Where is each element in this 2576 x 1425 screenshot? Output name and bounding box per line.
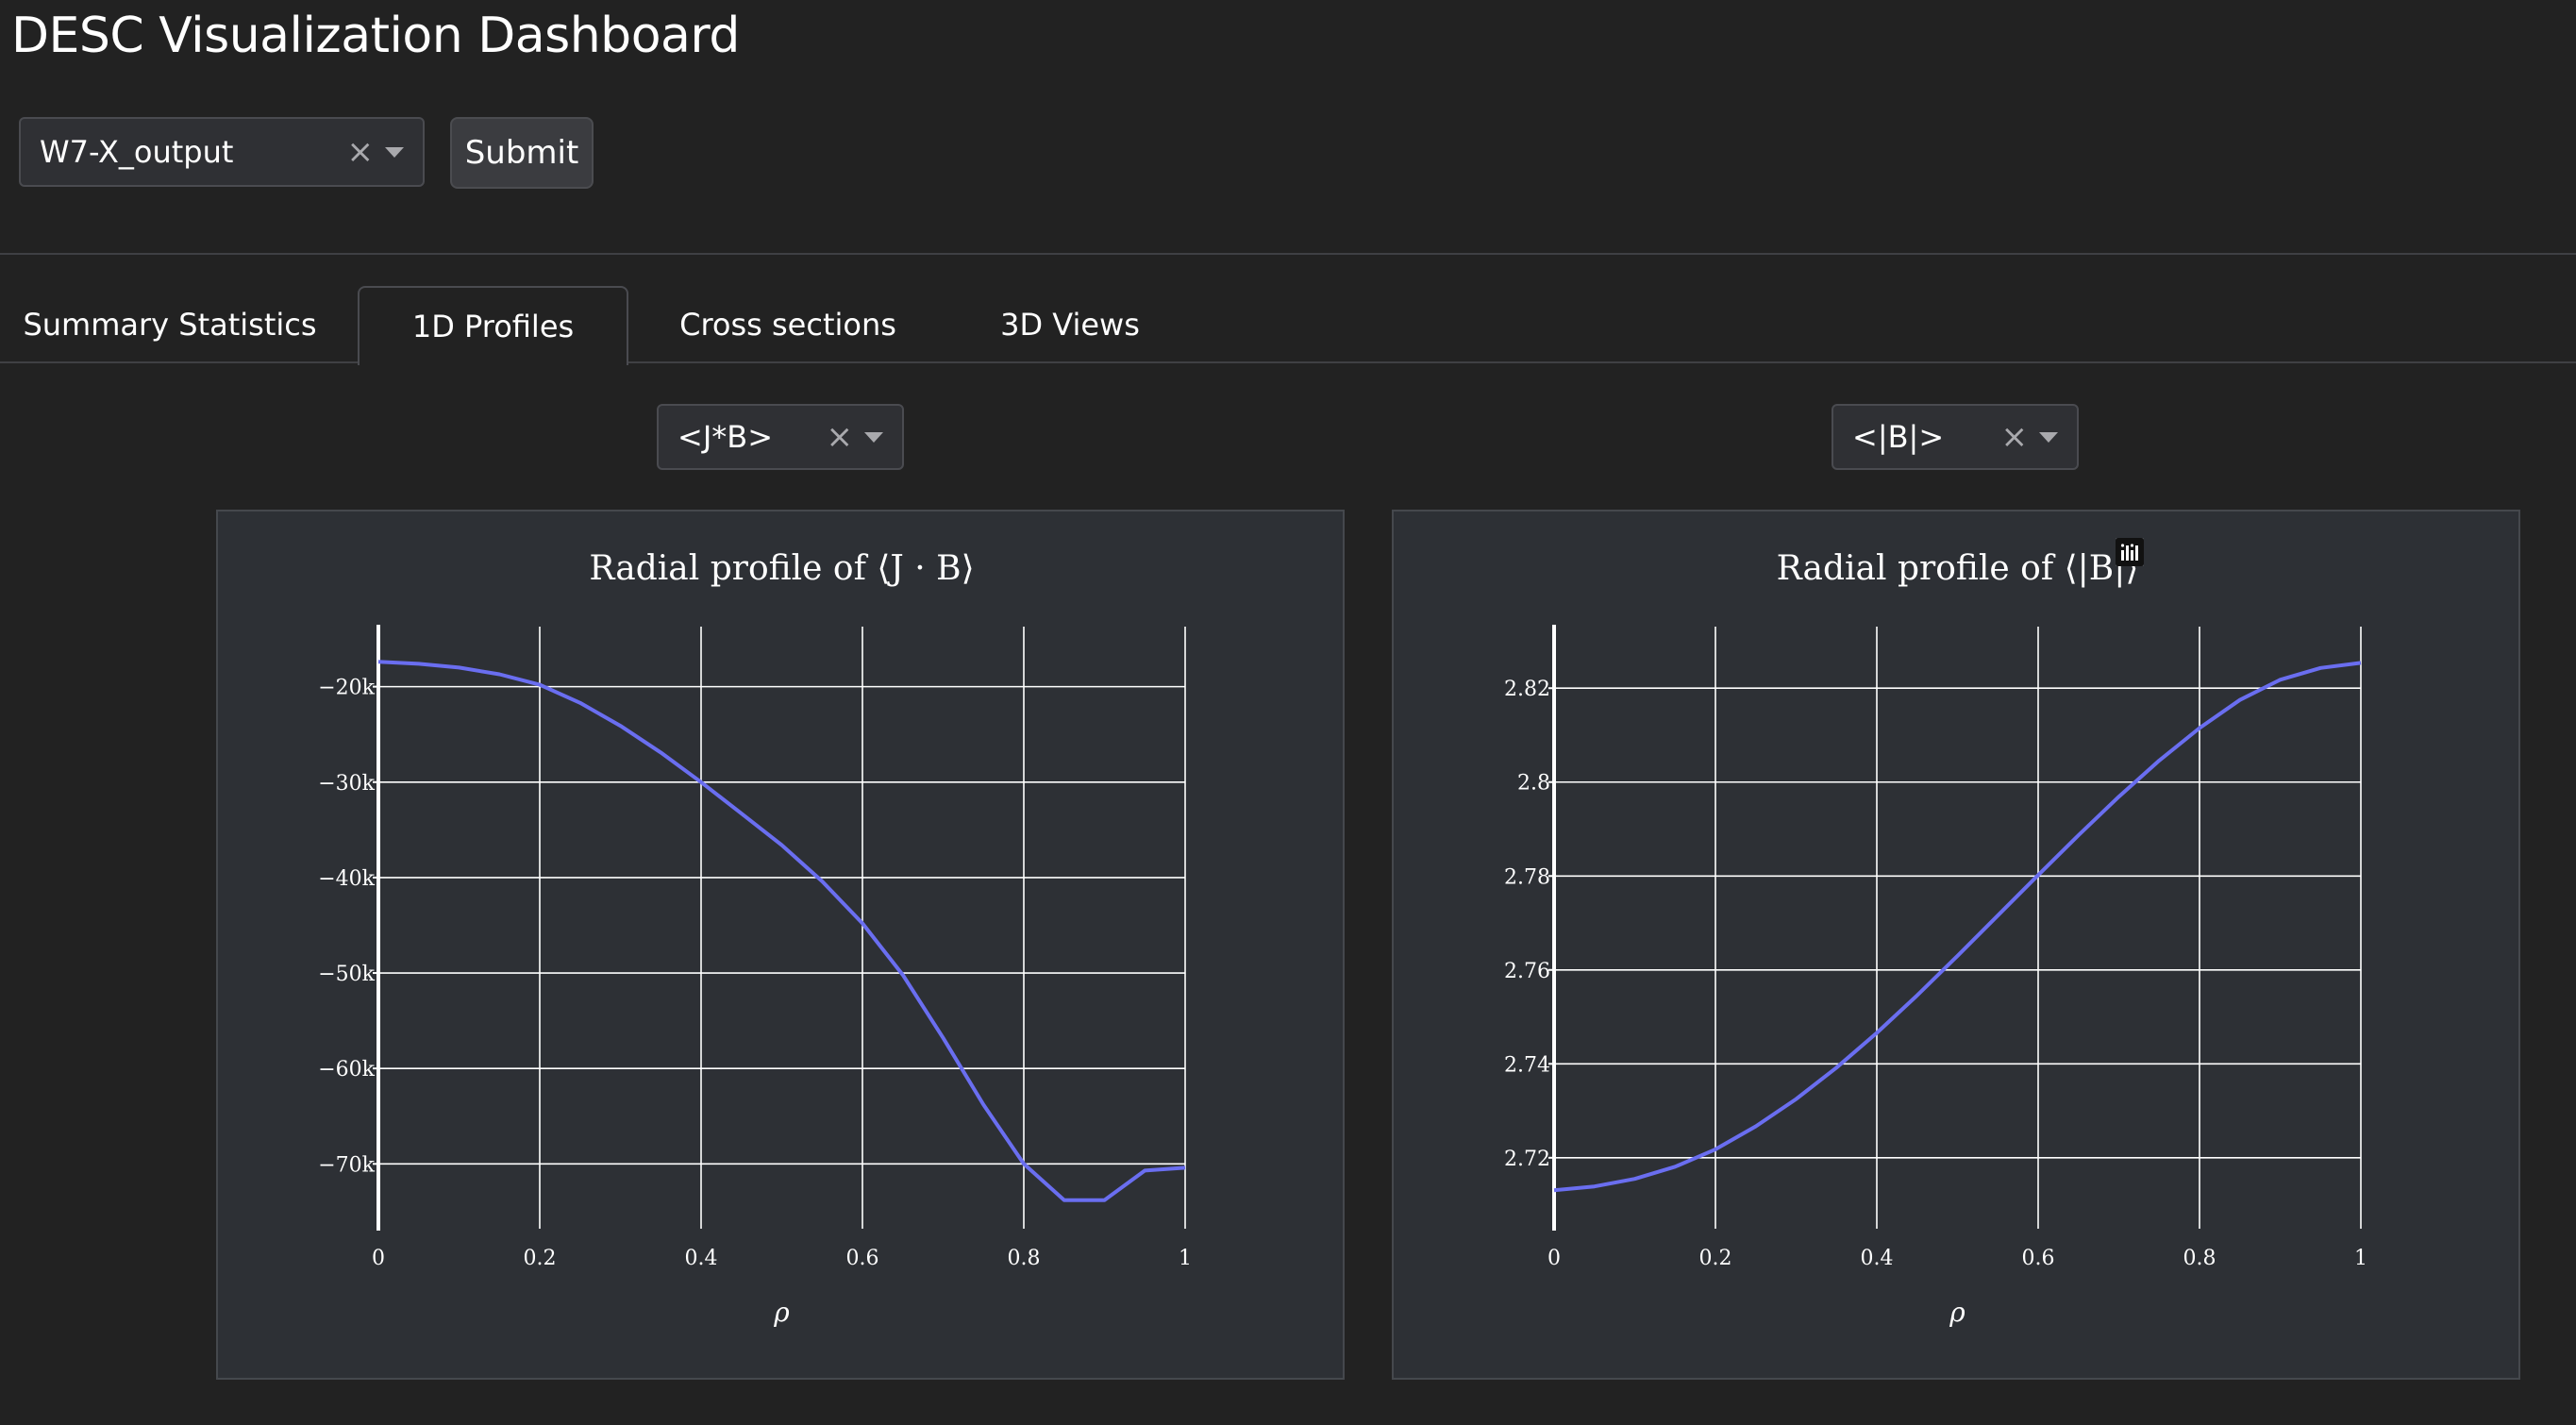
x-tick-label: 0.4 [685, 1247, 718, 1270]
y-tick-label: 2.8 [1517, 772, 1550, 796]
x-tick-label: 0.2 [1699, 1247, 1732, 1270]
reset-axes-icon[interactable] [2116, 538, 2446, 572]
jb-profile-chart[interactable]: Radial profile of ⟨J · B⟩ 0 0.2 0.4 0.6 0.8 1 −… [216, 510, 1345, 1380]
x-axis-label: ρ [1949, 1297, 1965, 1328]
x-tick-label: 0.6 [846, 1247, 879, 1270]
b-profile-plot[interactable]: Radial profile of ⟨|B|⟩ 0 0.2 0.4 0.6 0.8 1 2.7… [1394, 511, 2518, 1378]
x-tick-label: 0 [1547, 1247, 1561, 1270]
clear-icon[interactable]: × [2000, 418, 2029, 456]
tab-cross-sections[interactable]: Cross sections [679, 307, 896, 343]
chart-title: Radial profile of ⟨|B|⟩ [1777, 549, 2139, 588]
zoom-in-icon[interactable] [2116, 538, 2310, 572]
y-tick-label: 2.78 [1504, 865, 1550, 889]
left-quantity-value: <J*B> [677, 419, 774, 455]
clear-icon[interactable]: × [346, 133, 375, 171]
y-tick-label: −60k [318, 1058, 375, 1081]
y-tick-label: −70k [318, 1153, 375, 1177]
chevron-down-icon[interactable] [864, 431, 883, 443]
y-tick-label: 2.72 [1504, 1148, 1550, 1171]
x-tick-label: 0.8 [2183, 1247, 2216, 1270]
y-tick-label: 2.74 [1504, 1053, 1550, 1077]
series-line [377, 660, 1186, 1202]
plot-modebar [2116, 538, 2504, 572]
x-tick-label: 0 [372, 1247, 385, 1270]
plotly-logo-icon[interactable] [2116, 538, 2504, 572]
tab-1d-profiles[interactable]: 1D Profiles [358, 286, 628, 365]
page-title: DESC Visualization Dashboard [11, 8, 740, 64]
jb-profile-plot[interactable]: Radial profile of ⟨J · B⟩ 0 0.2 0.4 0.6 0.8 1 −… [218, 511, 1343, 1378]
header-divider [0, 253, 2576, 255]
chart-title: Radial profile of ⟨J · B⟩ [589, 549, 974, 588]
tab-3d-views[interactable]: 3D Views [1000, 307, 1140, 343]
clear-icon[interactable]: × [826, 418, 854, 456]
chevron-down-icon[interactable] [385, 146, 404, 158]
x-tick-label: 0.2 [524, 1247, 557, 1270]
output-file-value: W7-X_output [40, 134, 234, 170]
zoom-out-icon[interactable] [2116, 538, 2355, 572]
y-tick-label: −40k [318, 867, 375, 891]
x-tick-label: 0.4 [1861, 1247, 1894, 1270]
x-tick-label: 0.6 [2022, 1247, 2055, 1270]
right-quantity-value: <|B|> [1852, 419, 1945, 455]
right-quantity-dropdown[interactable]: <|B|> × [1832, 404, 2079, 470]
x-tick-label: 1 [1179, 1247, 1192, 1270]
tabs-baseline [0, 361, 2576, 363]
y-tick-label: −50k [318, 963, 375, 986]
x-tick-label: 0.8 [1008, 1247, 1041, 1270]
y-tick-label: 2.76 [1504, 960, 1550, 983]
series-line [1553, 661, 2362, 1193]
b-profile-chart[interactable]: Radial profile of ⟨|B|⟩ 0 0.2 0.4 0.6 0.8 1 2.7… [1392, 510, 2520, 1380]
left-quantity-dropdown[interactable]: <J*B> × [657, 404, 904, 470]
y-tick-label: 2.82 [1504, 678, 1550, 701]
tab-summary-statistics[interactable]: Summary Statistics [23, 307, 317, 343]
x-axis-label: ρ [773, 1297, 790, 1328]
y-tick-label: −20k [318, 677, 375, 700]
zoom-icon[interactable] [2116, 538, 2206, 572]
pan-icon[interactable] [2116, 538, 2251, 572]
output-file-dropdown[interactable]: W7-X_output × [19, 117, 425, 187]
submit-button[interactable]: Submit [450, 117, 594, 189]
y-tick-label: −30k [318, 772, 375, 796]
chevron-down-icon[interactable] [2039, 431, 2058, 443]
x-tick-label: 1 [2354, 1247, 2367, 1270]
autoscale-icon[interactable] [2116, 538, 2400, 572]
